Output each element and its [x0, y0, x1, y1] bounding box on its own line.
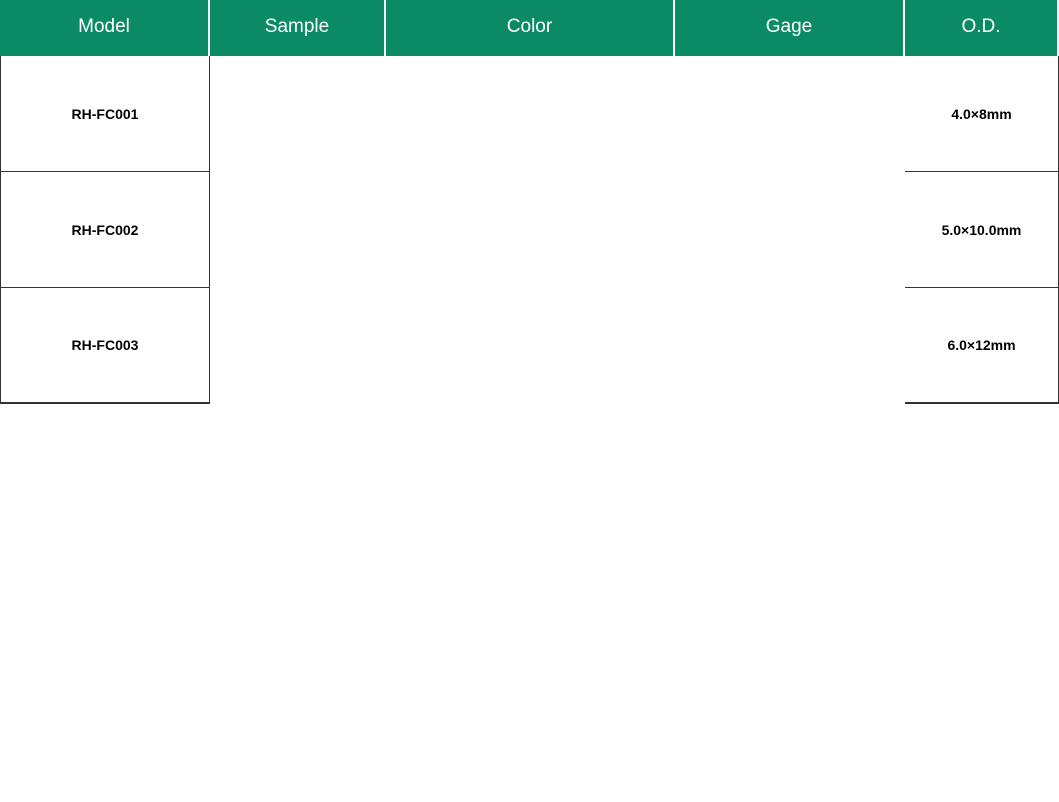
model-cell: RH-FC003 — [0, 288, 210, 404]
od-cell: 6.0×12mm — [905, 288, 1059, 404]
col-header-color: Color — [386, 0, 675, 56]
od-cell: 5.0×10.0mm — [905, 172, 1059, 288]
col-header-model: Model — [0, 0, 210, 56]
model-cell: RH-FC002 — [0, 172, 210, 288]
col-header-od: O.D. — [905, 0, 1059, 56]
model-cell: RH-FC001 — [0, 56, 210, 172]
col-header-sample: Sample — [210, 0, 386, 56]
od-cell: 4.0×8mm — [905, 56, 1059, 172]
col-header-gage: Gage — [675, 0, 905, 56]
cable-spec-table: Model Sample Color Gage O.D. RH-FC001 4.0… — [0, 0, 1059, 404]
